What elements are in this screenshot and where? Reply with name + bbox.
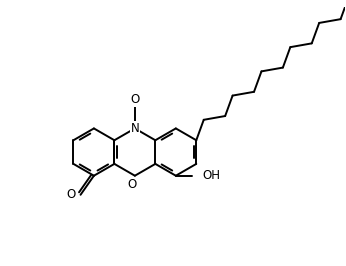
Text: O: O bbox=[127, 178, 136, 191]
Text: O: O bbox=[130, 93, 139, 106]
Text: O: O bbox=[66, 188, 76, 201]
Text: N: N bbox=[130, 122, 139, 135]
Text: OH: OH bbox=[202, 169, 220, 182]
